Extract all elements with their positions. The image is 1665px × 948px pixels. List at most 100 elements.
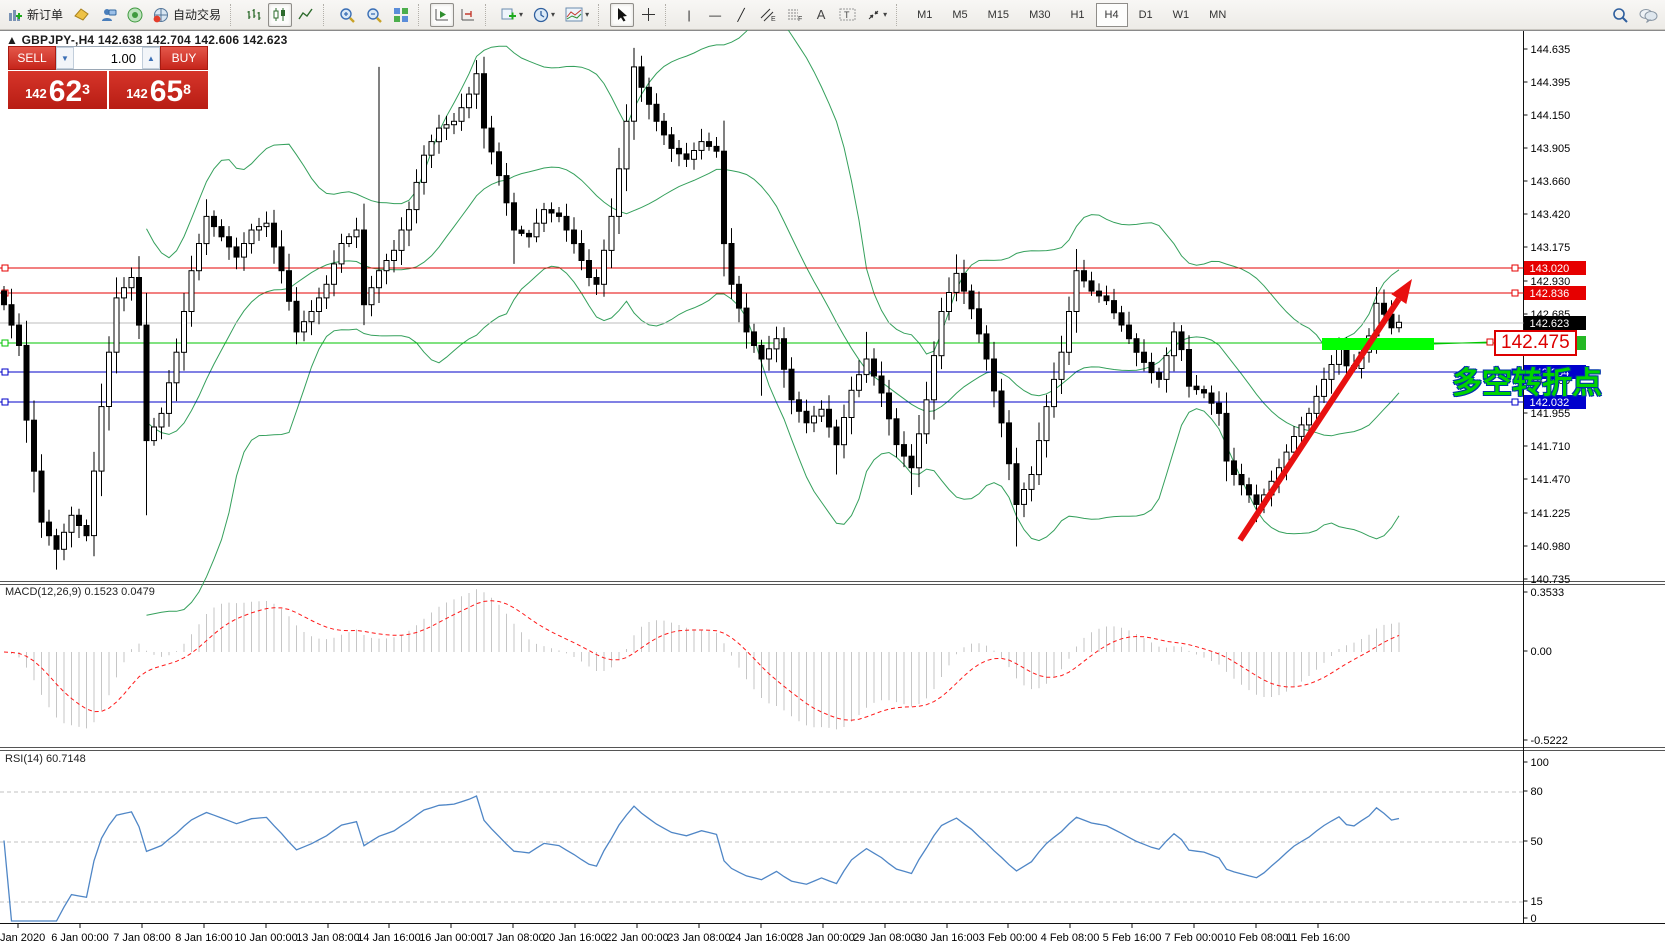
svg-text:142.836: 142.836 xyxy=(1530,288,1570,300)
equidistant-channel-icon: E xyxy=(760,8,776,22)
svg-text:143.175: 143.175 xyxy=(1531,242,1571,254)
buy-button[interactable]: BUY xyxy=(160,46,208,70)
zoom-out-icon xyxy=(367,7,382,23)
svg-text:141.225: 141.225 xyxy=(1531,508,1571,520)
svg-text:14 Jan 16:00: 14 Jan 16:00 xyxy=(357,932,421,944)
signals-button[interactable] xyxy=(123,3,147,27)
text-label-tool[interactable]: T xyxy=(835,3,860,27)
svg-text:144.635: 144.635 xyxy=(1531,44,1571,56)
text-icon: A xyxy=(816,7,826,22)
crosshair-icon xyxy=(641,8,655,21)
tile-windows-button[interactable] xyxy=(389,3,413,27)
svg-text:10 Feb 08:00: 10 Feb 08:00 xyxy=(1224,932,1289,944)
candlestick-chart-icon xyxy=(273,8,286,21)
fibonacci-tool[interactable]: F xyxy=(782,3,807,27)
timeframe-button-mn[interactable]: MN xyxy=(1209,8,1227,21)
rsi-indicator-label: RSI(14) 60.7148 xyxy=(5,753,86,765)
svg-text:7 Feb 00:00: 7 Feb 00:00 xyxy=(1165,932,1224,944)
channel-tool[interactable]: E xyxy=(755,3,780,27)
time-axis[interactable]: 2 Jan 2020 6 Jan 00:00 7 Jan 08:00 8 Jan 16… xyxy=(0,924,1350,944)
bar-chart-mode-button[interactable] xyxy=(242,3,266,27)
chat-icon xyxy=(1639,8,1658,23)
text-tool[interactable]: A xyxy=(809,3,833,27)
arrows-dropdown[interactable]: ▾ xyxy=(862,3,891,27)
dropdown-caret-icon: ▾ xyxy=(551,10,556,19)
timeframe-button-m1[interactable]: M1 xyxy=(917,8,933,21)
zoom-out-button[interactable] xyxy=(362,3,387,27)
zoom-in-icon xyxy=(340,7,355,23)
timeframe-button-h4[interactable]: H4 xyxy=(1095,2,1128,27)
toolbar-separator xyxy=(323,3,331,26)
timeframe-button-h1[interactable]: H1 xyxy=(1070,8,1085,21)
volume-increase-button[interactable]: ▲ xyxy=(142,47,160,69)
buy-price-main: 65 xyxy=(149,75,184,108)
svg-text:0.3533: 0.3533 xyxy=(1531,587,1565,599)
svg-text:30 Jan 16:00: 30 Jan 16:00 xyxy=(915,932,979,944)
line-chart-mode-button[interactable] xyxy=(294,3,318,27)
svg-text:140.980: 140.980 xyxy=(1531,541,1571,553)
timeframe-button-w1[interactable]: W1 xyxy=(1172,8,1190,21)
add-object-dropdown[interactable]: ▾ xyxy=(497,3,527,27)
svg-text:2 Jan 2020: 2 Jan 2020 xyxy=(0,932,45,944)
autotrading-label: 自动交易 xyxy=(173,8,222,22)
trend-arrow[interactable] xyxy=(1237,279,1412,542)
search-button[interactable] xyxy=(1608,3,1633,27)
timeframe-button-d1[interactable]: D1 xyxy=(1138,8,1153,21)
svg-text:3 Feb 00:00: 3 Feb 00:00 xyxy=(979,932,1038,944)
search-icon xyxy=(1613,7,1628,23)
terminal-button[interactable] xyxy=(96,3,121,27)
period-dropdown[interactable]: ▾ xyxy=(529,3,559,27)
fibonacci-icon: F xyxy=(788,9,802,22)
vertical-line-tool[interactable]: | xyxy=(677,3,701,27)
sell-price-main: 62 xyxy=(48,75,83,108)
toolbar-separator xyxy=(665,3,673,26)
indicators-dropdown[interactable]: ▾ xyxy=(561,3,593,27)
add-object-icon xyxy=(501,8,517,20)
svg-text:50: 50 xyxy=(1531,836,1543,848)
line-chart-icon xyxy=(298,8,313,20)
crosshair-tool-button[interactable] xyxy=(636,3,660,27)
market-watch-button[interactable] xyxy=(69,3,94,27)
volume-decrease-button[interactable]: ▼ xyxy=(56,47,74,69)
sell-button[interactable]: SELL xyxy=(8,46,56,70)
turning-point-annotation[interactable]: 多空转折点 xyxy=(1452,366,1602,401)
svg-text:143.660: 143.660 xyxy=(1531,176,1571,188)
candle-chart-mode-button[interactable] xyxy=(268,2,293,27)
price-level-tag[interactable]: 142.475 xyxy=(1494,330,1577,356)
chart-shift-button[interactable] xyxy=(456,3,480,27)
autotrading-button[interactable]: 自动交易 xyxy=(149,3,225,27)
timeframe-button-m30[interactable]: M30 xyxy=(1029,8,1051,21)
chat-button[interactable] xyxy=(1635,3,1662,27)
trendline-tool[interactable]: ╱ xyxy=(729,3,753,27)
buy-price-display[interactable]: 142 65 8 xyxy=(109,71,208,109)
svg-text:143.420: 143.420 xyxy=(1531,209,1571,221)
buy-price-pip: 8 xyxy=(183,81,191,97)
dropdown-caret-icon: ▾ xyxy=(585,10,590,19)
macd-axis: 0.3533 0.00 -0.5222 xyxy=(1523,587,1568,747)
cursor-tool-button[interactable] xyxy=(610,2,635,27)
svg-text:11 Feb 16:00: 11 Feb 16:00 xyxy=(1286,932,1350,944)
support-zone-bar[interactable] xyxy=(1322,338,1494,350)
sell-price-display[interactable]: 142 62 3 xyxy=(8,71,107,109)
rsi-axis: 100 80 50 15 0 xyxy=(1523,757,1549,925)
svg-text:22 Jan 00:00: 22 Jan 00:00 xyxy=(605,932,669,944)
svg-text:20 Jan 16:00: 20 Jan 16:00 xyxy=(543,932,607,944)
autotrading-icon xyxy=(153,7,169,22)
svg-text:142.254: 142.254 xyxy=(1530,367,1570,379)
timeframe-button-m5[interactable]: M5 xyxy=(952,8,968,21)
zoom-in-button[interactable] xyxy=(335,3,360,27)
macd-signal-line xyxy=(3,600,1400,721)
svg-text:T: T xyxy=(844,10,850,20)
clock-icon xyxy=(533,7,549,22)
svg-text:144.150: 144.150 xyxy=(1531,110,1571,122)
horizontal-line-tool[interactable]: — xyxy=(703,3,727,27)
toolbar-separator xyxy=(418,3,426,26)
timeframe-button-m15[interactable]: M15 xyxy=(987,8,1010,21)
volume-input[interactable] xyxy=(74,47,142,69)
macd-histogram xyxy=(11,589,1400,730)
svg-text:13 Jan 08:00: 13 Jan 08:00 xyxy=(296,932,360,944)
auto-scroll-button[interactable] xyxy=(430,2,455,27)
new-order-button[interactable]: 新订单 xyxy=(3,3,67,27)
